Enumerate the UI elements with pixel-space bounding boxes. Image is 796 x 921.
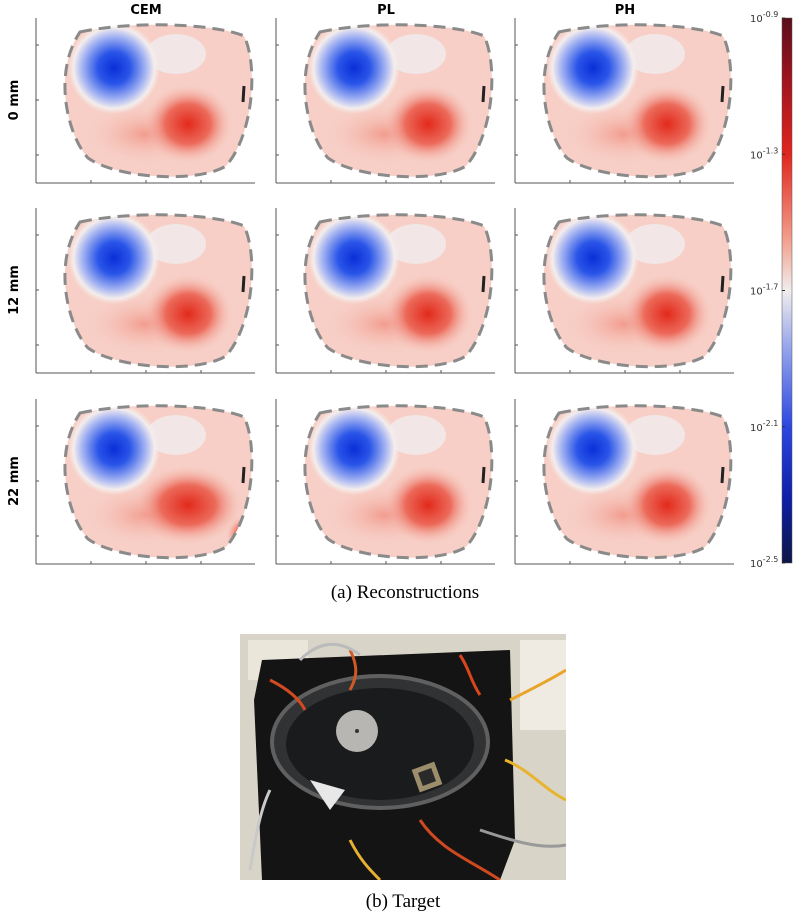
conductivity-map [303, 23, 494, 179]
electrode [241, 275, 246, 293]
electrode [241, 466, 246, 484]
high-region [622, 465, 712, 545]
tick-base: 10 [750, 150, 763, 161]
boundary [542, 23, 733, 179]
map-fill [64, 405, 252, 558]
high-region [133, 465, 243, 545]
boundary [303, 404, 494, 560]
conductivity-map [303, 213, 494, 369]
reconstruction-panel [35, 208, 255, 374]
reconstruction-panel [514, 399, 734, 565]
reconstruction-panel [275, 208, 495, 374]
high-region [622, 84, 712, 164]
row-label: 12 mm [7, 265, 22, 315]
reconstruction-panel [275, 18, 495, 184]
map-fill [304, 24, 492, 177]
conductivity-map [542, 404, 733, 560]
electrode [720, 85, 725, 103]
reconstruction-panel [35, 399, 255, 565]
conductivity-map [63, 404, 254, 560]
high-region [622, 274, 712, 354]
tick-base: 10 [750, 423, 763, 434]
low-region [547, 24, 639, 114]
reconstruction-panel [514, 18, 734, 184]
colorbar-tick-label: 10-2.5 [750, 555, 778, 570]
map-fill [64, 214, 252, 367]
column-label: CEM [130, 3, 161, 18]
column-label: PL [377, 3, 395, 18]
reconstruction-panel [35, 18, 255, 184]
conductivity-map [542, 23, 733, 179]
electrode [241, 85, 246, 103]
reconstruction-panel [514, 208, 734, 374]
map-fill [543, 405, 731, 558]
high-region [383, 465, 473, 545]
target-photo [240, 634, 566, 880]
high-region [383, 274, 473, 354]
colorbar-tick-label: 10-0.9 [750, 10, 778, 25]
low-region [625, 224, 685, 264]
electrode [481, 275, 486, 293]
high-region [226, 515, 252, 555]
low-region [625, 415, 685, 455]
column-label: PH [615, 3, 635, 18]
boundary [63, 23, 254, 179]
map-fill [543, 214, 731, 367]
map-fill [64, 24, 252, 177]
conductivity-map [63, 213, 254, 369]
tick-exponent: -2.1 [763, 419, 779, 428]
boundary [303, 23, 494, 179]
low-region [68, 24, 160, 114]
low-region [386, 34, 446, 74]
tick-exponent: -2.5 [763, 555, 779, 564]
tick-exponent: -1.3 [763, 146, 779, 155]
colorbar-tick-label: 10-1.3 [750, 146, 778, 161]
map-fill [304, 214, 492, 367]
low-region [625, 34, 685, 74]
low-region [68, 214, 160, 304]
caption-a: (a) Reconstructions [331, 582, 479, 603]
caption-b: (b) Target [366, 891, 441, 912]
conductivity-map [542, 213, 733, 369]
low-region [146, 415, 206, 455]
tick-base: 10 [750, 14, 763, 25]
boundary [542, 213, 733, 369]
row-label: 22 mm [7, 456, 22, 506]
boundary [303, 213, 494, 369]
panel-grid [35, 18, 734, 565]
tick-base: 10 [750, 287, 763, 298]
low-region [386, 224, 446, 264]
conductivity-map [63, 23, 254, 179]
low-region [146, 34, 206, 74]
low-region [308, 214, 400, 304]
conductivity-map [303, 404, 494, 560]
low-region [308, 405, 400, 495]
map-fill [304, 405, 492, 558]
low-region [547, 214, 639, 304]
high-region [383, 84, 473, 164]
colorbar-tick-label: 10-2.1 [750, 419, 778, 434]
map-fill [543, 24, 731, 177]
tick-exponent: -0.9 [763, 10, 779, 19]
reconstruction-panel [275, 399, 495, 565]
low-region [146, 224, 206, 264]
low-region [68, 405, 160, 495]
boundary [63, 404, 254, 560]
tick-base: 10 [750, 559, 763, 570]
high-region [143, 274, 233, 354]
electrode [481, 85, 486, 103]
row-label: 0 mm [7, 80, 22, 121]
low-region [547, 405, 639, 495]
electrode [481, 466, 486, 484]
low-region [308, 24, 400, 114]
low-region [386, 415, 446, 455]
electrode [720, 275, 725, 293]
colorbar-tick-label: 10-1.7 [750, 283, 778, 298]
boundary [542, 404, 733, 560]
tick-exponent: -1.7 [763, 283, 779, 292]
electrode [720, 466, 725, 484]
boundary [63, 213, 254, 369]
high-region [143, 84, 233, 164]
